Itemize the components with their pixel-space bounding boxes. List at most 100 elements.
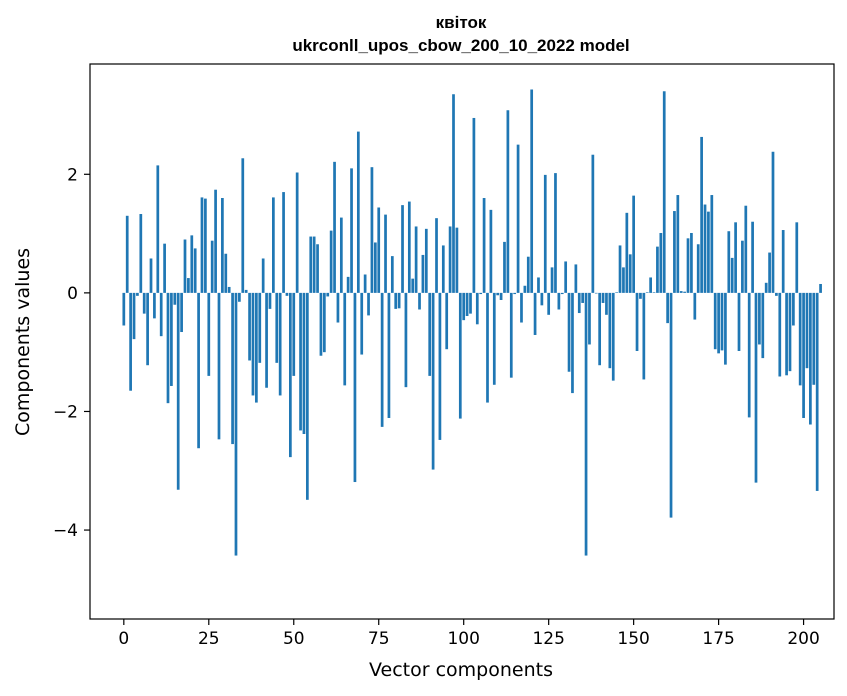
bar-16: [176, 292, 180, 490]
bar-174: [713, 292, 717, 350]
bar-131: [567, 292, 571, 372]
bar-157: [656, 246, 659, 293]
bar-172: [707, 211, 710, 293]
bar-70: [360, 292, 364, 355]
bar-52: [299, 292, 302, 431]
bar-151: [635, 292, 639, 351]
bar-80: [394, 292, 398, 309]
bar-28: [217, 292, 221, 440]
bar-176: [720, 292, 724, 351]
bar-129: [560, 292, 564, 295]
bar-64: [339, 217, 343, 293]
bar-109: [492, 292, 496, 385]
bar-44: [272, 197, 275, 293]
bar-60: [326, 292, 330, 297]
x-tick-label: 175: [702, 629, 734, 649]
bar-13: [166, 292, 170, 404]
bar-10: [156, 165, 160, 293]
bar-58: [319, 292, 323, 356]
bar-189: [764, 282, 768, 293]
bar-133: [574, 264, 578, 293]
bar-113: [506, 110, 510, 293]
bar-93: [438, 292, 442, 440]
bar-187: [758, 292, 761, 345]
x-tick-label: 0: [118, 629, 129, 649]
bar-143: [608, 292, 612, 369]
bar-59: [322, 292, 326, 353]
bar-6: [142, 292, 146, 314]
bar-183: [744, 205, 748, 293]
bar-128: [557, 292, 561, 310]
bar-178: [727, 231, 731, 293]
x-axis-label: Vector components: [369, 659, 553, 681]
bar-79: [390, 256, 394, 293]
bar-145: [615, 292, 619, 293]
bar-111: [499, 292, 503, 300]
y-tick-label: 2: [67, 165, 78, 185]
y-tick-label: −2: [53, 402, 78, 422]
bar-21: [193, 248, 197, 293]
bar-46: [278, 292, 282, 396]
bar-123: [540, 292, 544, 306]
bar-162: [673, 211, 676, 293]
bar-124: [543, 174, 547, 293]
bar-43: [268, 292, 272, 309]
bar-167: [690, 232, 693, 293]
bar-88: [421, 254, 425, 293]
bar-152: [639, 292, 642, 299]
bar-84: [407, 201, 411, 293]
bar-177: [724, 292, 727, 365]
bar-120: [530, 89, 534, 293]
y-tick-label: −4: [53, 521, 78, 541]
bar-160: [666, 292, 669, 324]
bar-17: [180, 292, 183, 333]
bar-192: [775, 292, 778, 296]
bar-65: [343, 292, 347, 386]
bar-118: [523, 285, 527, 293]
bar-147: [622, 267, 625, 293]
bar-31: [227, 286, 231, 293]
bar-97: [452, 94, 455, 293]
bar-78: [387, 292, 391, 418]
bar-141: [601, 292, 605, 303]
bar-139: [594, 292, 598, 294]
bar-136: [584, 292, 588, 556]
bar-186: [754, 292, 758, 483]
bar-19: [187, 278, 190, 293]
bar-149: [628, 254, 632, 293]
x-tick-label: 100: [447, 629, 479, 649]
bar-195: [785, 292, 788, 376]
bar-4: [136, 292, 139, 296]
bar-23: [200, 197, 204, 293]
bar-110: [496, 292, 500, 296]
bar-81: [397, 292, 401, 309]
bar-49: [289, 292, 292, 458]
bar-47: [282, 192, 285, 293]
bar-121: [533, 292, 537, 335]
bar-112: [503, 241, 506, 293]
bar-34: [238, 292, 241, 302]
bar-89: [424, 228, 428, 293]
bar-102: [469, 292, 472, 314]
bar-24: [204, 198, 207, 293]
bar-144: [611, 292, 615, 381]
x-tick-label: 125: [532, 629, 564, 649]
bar-53: [302, 292, 306, 434]
x-tick-label: 50: [283, 629, 305, 649]
bar-38: [251, 292, 255, 396]
x-tick-label: 200: [787, 629, 819, 649]
bar-125: [547, 292, 551, 315]
bar-0: [122, 292, 126, 326]
bar-171: [703, 204, 707, 293]
y-axis-label: Components values: [12, 248, 34, 436]
bar-105: [479, 292, 483, 295]
bar-68: [353, 292, 357, 483]
bar-73: [370, 167, 374, 293]
bar-99: [458, 292, 462, 419]
bar-138: [591, 154, 595, 293]
bar-134: [577, 292, 581, 314]
bar-158: [659, 232, 663, 293]
bar-26: [210, 240, 214, 293]
bar-76: [380, 292, 384, 427]
